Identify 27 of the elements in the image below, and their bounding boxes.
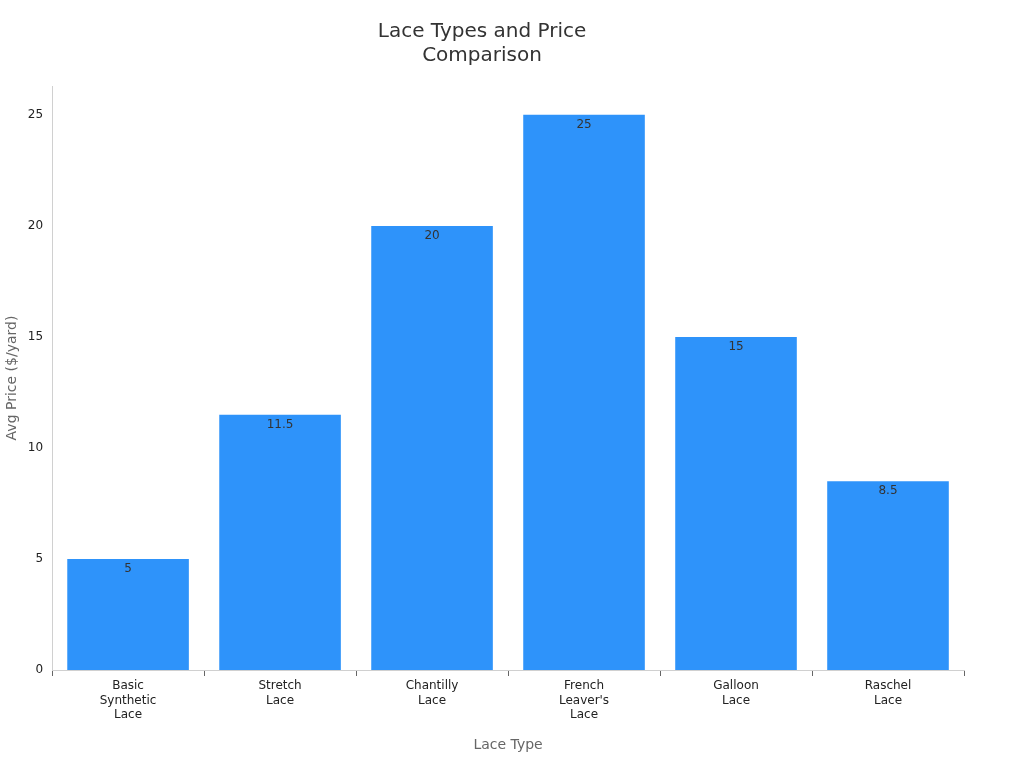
y-tick-label: 15 (27, 329, 44, 344)
data-label: 15 (728, 339, 744, 354)
bar (523, 114, 645, 670)
x-tick-label: French Leaver's Lace (558, 678, 610, 722)
x-axis-title: Lace Type (473, 736, 543, 753)
y-axis-title: Avg Price ($/yard) (3, 315, 20, 441)
data-label: 20 (424, 228, 440, 243)
x-tick-label: Chantilly Lace (405, 678, 459, 707)
data-label: 8.5 (878, 483, 898, 498)
data-label: 11.5 (266, 416, 294, 431)
x-tick-label: Basic Synthetic Lace (99, 678, 157, 722)
data-label: 5 (124, 561, 132, 576)
y-tick-label: 25 (27, 106, 44, 121)
bar (827, 481, 949, 670)
x-tick-label: Galloon Lace (713, 678, 759, 707)
chart-title: Lace Types and Price Comparison (377, 18, 587, 67)
x-tick-label: Raschel Lace (864, 678, 912, 707)
bar (219, 414, 341, 670)
y-tick-label: 5 (35, 551, 44, 566)
bar (67, 558, 189, 670)
y-tick-label: 10 (27, 440, 44, 455)
bar (675, 336, 797, 670)
x-tick-label: Stretch Lace (258, 678, 302, 707)
bar (371, 225, 493, 670)
y-tick-label: 0 (35, 662, 44, 677)
data-label: 25 (576, 116, 592, 131)
y-tick-label: 20 (27, 218, 44, 233)
